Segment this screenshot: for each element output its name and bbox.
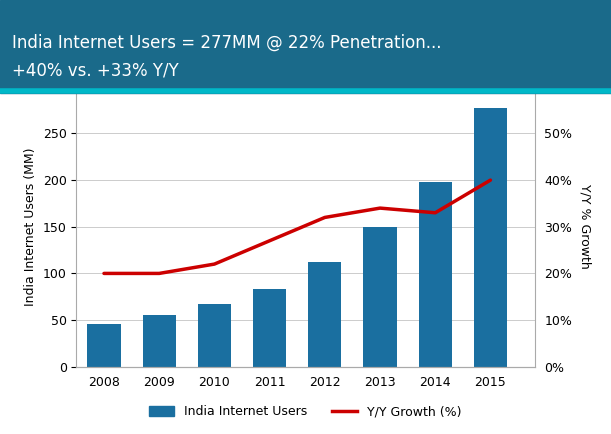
Text: +40% vs. +33% Y/Y: +40% vs. +33% Y/Y xyxy=(12,62,179,79)
Y-axis label: India Internet Users (MM): India Internet Users (MM) xyxy=(24,148,37,306)
Text: India Internet Users, 2008 – 2015: India Internet Users, 2008 – 2015 xyxy=(150,58,461,76)
Bar xyxy=(253,289,286,367)
Text: India Internet Users = 277MM @ 22% Penetration...: India Internet Users = 277MM @ 22% Penet… xyxy=(12,33,442,51)
Bar xyxy=(87,324,120,367)
Bar xyxy=(364,227,397,367)
Bar xyxy=(419,182,452,367)
Legend: India Internet Users, Y/Y Growth (%): India Internet Users, Y/Y Growth (%) xyxy=(144,401,467,424)
Y-axis label: Y/Y % Growth: Y/Y % Growth xyxy=(579,184,592,269)
Bar xyxy=(198,304,231,367)
Bar xyxy=(309,262,342,367)
Bar xyxy=(474,108,507,367)
Bar xyxy=(142,316,176,367)
